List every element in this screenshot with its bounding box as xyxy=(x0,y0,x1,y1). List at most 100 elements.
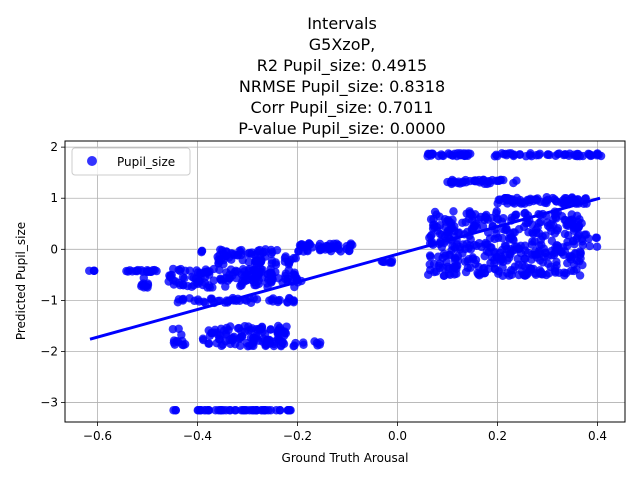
data-point xyxy=(221,282,230,291)
data-point xyxy=(572,265,581,274)
x-tick-label: 0.2 xyxy=(488,429,507,443)
data-point xyxy=(139,281,148,290)
data-point xyxy=(205,283,215,292)
data-point xyxy=(266,325,275,334)
data-point xyxy=(592,149,602,159)
data-point xyxy=(526,149,535,158)
data-point xyxy=(521,219,531,228)
data-point xyxy=(580,230,589,239)
data-point xyxy=(520,241,530,250)
data-point xyxy=(557,248,566,257)
data-point xyxy=(585,150,594,159)
x-tick-label: 0.0 xyxy=(388,429,407,443)
data-point xyxy=(563,258,572,268)
y-tick-label: 2 xyxy=(50,140,58,154)
data-point xyxy=(494,195,503,205)
data-point xyxy=(199,297,208,307)
data-point xyxy=(169,336,179,345)
data-point xyxy=(430,207,440,217)
data-point xyxy=(240,406,250,415)
data-point xyxy=(592,242,602,251)
data-point xyxy=(242,338,252,348)
data-point xyxy=(273,327,283,336)
data-point xyxy=(585,241,594,251)
title-line-4: NRMSE Pupil_size: 0.8318 xyxy=(239,77,445,97)
data-point xyxy=(435,229,445,239)
data-point xyxy=(512,242,522,251)
data-point xyxy=(435,221,445,230)
data-point xyxy=(542,218,552,227)
data-point xyxy=(275,295,284,305)
data-point xyxy=(439,263,448,273)
data-point xyxy=(530,237,539,246)
data-point xyxy=(247,406,257,415)
data-point xyxy=(257,255,266,265)
data-point xyxy=(291,254,300,263)
data-point xyxy=(283,406,293,415)
data-point xyxy=(228,333,238,342)
data-point xyxy=(482,247,491,256)
data-point xyxy=(493,233,503,243)
title-line-2: G5XzoP, xyxy=(309,35,375,54)
data-point xyxy=(193,406,202,415)
data-point xyxy=(245,264,254,274)
data-point xyxy=(185,266,194,275)
legend-marker xyxy=(87,156,97,166)
data-point xyxy=(330,243,339,253)
data-point xyxy=(492,214,502,223)
data-point xyxy=(515,150,525,159)
data-point xyxy=(250,259,260,269)
data-point xyxy=(470,240,479,250)
data-point xyxy=(574,257,584,266)
data-point xyxy=(536,217,545,227)
data-point xyxy=(514,260,523,269)
data-point xyxy=(490,255,499,265)
data-point xyxy=(448,175,457,185)
data-point xyxy=(179,294,188,304)
data-point xyxy=(498,263,507,272)
data-point xyxy=(542,193,551,202)
data-point xyxy=(532,253,542,262)
data-point xyxy=(200,406,209,415)
data-point xyxy=(493,151,502,161)
data-point xyxy=(239,272,249,282)
data-point xyxy=(280,253,290,263)
chart-title: Intervals G5XzoP, R2 Pupil_size: 0.4915 … xyxy=(238,14,445,139)
data-point xyxy=(283,297,292,307)
data-point xyxy=(561,269,571,278)
data-point xyxy=(503,195,512,204)
x-tick-label: −0.4 xyxy=(183,429,212,443)
data-point xyxy=(537,269,546,279)
data-point xyxy=(176,264,185,274)
data-point xyxy=(519,270,528,279)
data-point xyxy=(550,195,559,204)
data-point xyxy=(560,194,570,203)
data-point xyxy=(260,330,270,339)
data-point xyxy=(315,239,325,249)
data-point xyxy=(291,338,300,348)
x-axis-label: Ground Truth Arousal xyxy=(282,451,409,465)
data-point xyxy=(534,247,544,256)
data-point xyxy=(169,280,179,289)
data-point xyxy=(566,218,575,228)
data-point xyxy=(299,338,308,347)
scatter-points xyxy=(85,149,606,415)
fit-line xyxy=(89,196,601,341)
x-tick-label: 0.4 xyxy=(588,429,607,443)
data-point xyxy=(454,228,464,237)
data-point xyxy=(483,179,492,189)
data-point xyxy=(570,239,579,249)
data-point xyxy=(429,259,439,269)
data-point xyxy=(167,270,176,280)
data-point xyxy=(549,250,559,260)
data-point xyxy=(278,337,287,347)
data-point xyxy=(205,267,214,276)
data-point xyxy=(482,210,491,220)
data-point xyxy=(450,256,459,265)
data-point xyxy=(252,295,262,304)
y-axis-ticks: −3 −2 −1 0 1 2 xyxy=(40,140,65,410)
data-point xyxy=(532,196,542,205)
axes-frame xyxy=(64,140,626,423)
data-point xyxy=(518,198,527,207)
data-point xyxy=(228,249,238,258)
